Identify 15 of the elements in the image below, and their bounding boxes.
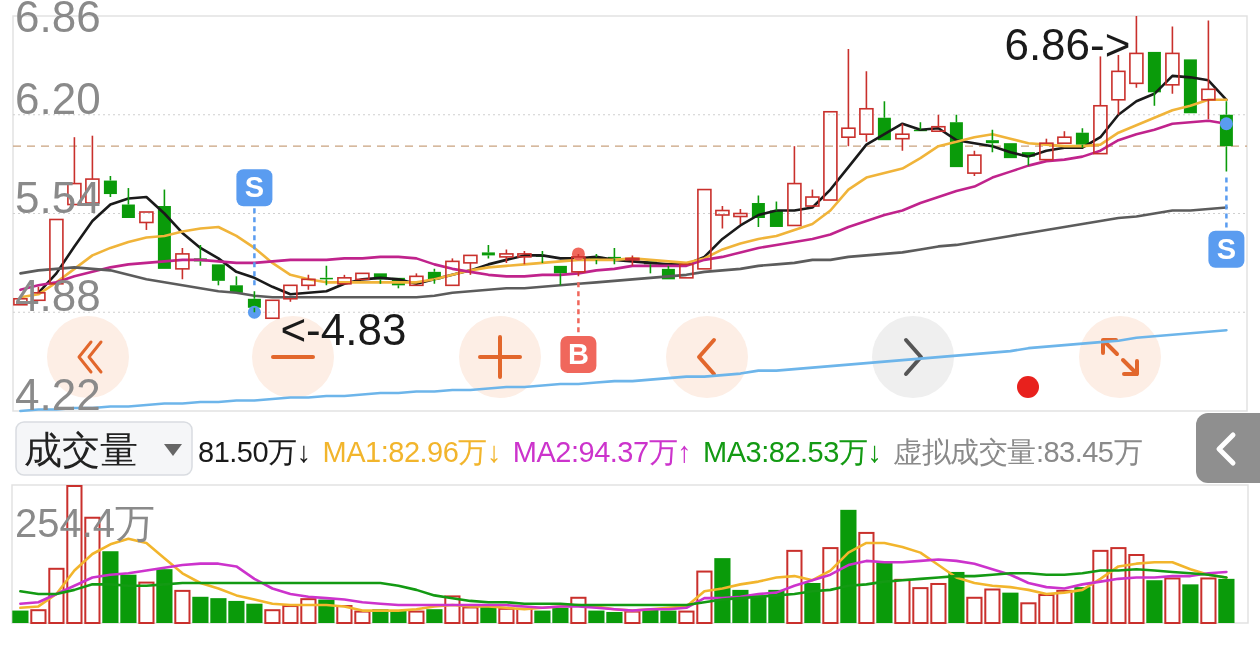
y-tick-label: 6.86 [15, 0, 101, 41]
y-tick-label: 6.20 [15, 73, 101, 123]
y-tick-label: 4.22 [15, 370, 101, 419]
annotation: B [567, 337, 589, 370]
text: MA1:82.96万↓ [322, 436, 501, 468]
annotation: 6.86-> [1004, 20, 1131, 69]
annotation: S [244, 171, 265, 204]
text: MA2:94.37万↑ [512, 436, 692, 468]
y-tick-label: 5.54 [15, 172, 101, 222]
text: 81.50万↓ [198, 436, 311, 468]
text: MA3:82.53万↓ [703, 436, 882, 468]
text: 虚拟成交量:83.45万 [893, 436, 1143, 468]
annotation: S [1216, 232, 1237, 265]
annotation: <-4.83 [280, 304, 407, 354]
chart-title: 成交量 [24, 429, 138, 471]
